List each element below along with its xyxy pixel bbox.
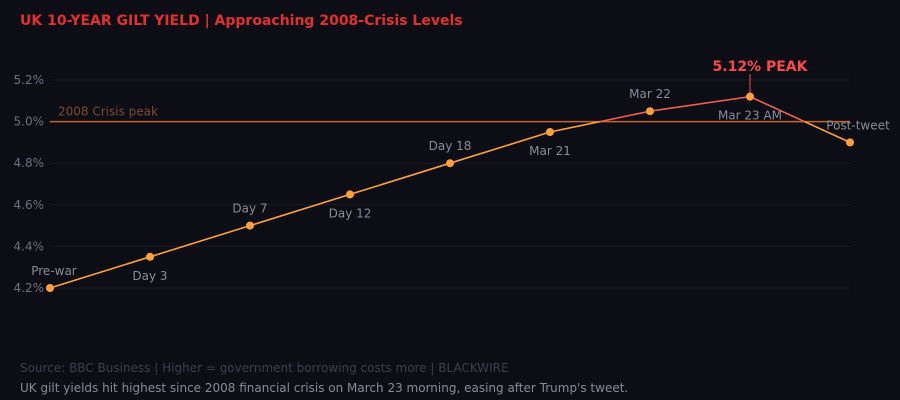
line-segment [249,193,351,227]
chart-title: UK 10-YEAR GILT YIELD | Approaching 2008… [20,13,463,29]
point-label: Day 7 [232,202,267,216]
line-segment [599,110,651,123]
data-point [446,159,454,168]
data-point [546,128,554,136]
point-label: Day 18 [429,139,472,153]
y-tick-label: 4.6% [14,198,45,212]
caption: UK gilt yields hit highest since 2008 fi… [20,381,629,395]
line-segment [49,256,151,289]
point-label: Post-tweet [826,118,890,132]
point-label: Mar 22 [629,87,671,101]
line-segment [804,120,851,144]
y-tick-label: 4.2% [14,281,45,295]
y-tick-label: 5.2% [14,73,45,87]
line-segment [749,95,805,123]
source-note: Source: BBC Business | Higher = governme… [20,361,509,375]
data-point [46,284,54,292]
y-tick-label: 4.4% [14,239,45,253]
point-label: Day 3 [132,269,167,283]
point-label: Mar 21 [529,144,571,158]
line-segment [549,120,601,133]
point-label: Pre-war [31,264,77,278]
line-segment [649,95,751,112]
data-point [146,252,154,261]
peak-annotation: 5.12% PEAK [713,59,809,75]
data-point [246,221,254,230]
data-point [346,190,354,199]
line-segment [349,162,451,196]
data-point [646,107,654,116]
point-label: Day 12 [329,206,372,220]
point-label: Mar 23 AM [718,109,782,123]
data-point [846,138,854,147]
data-point [746,92,754,101]
reference-line-label: 2008 Crisis peak [58,105,158,119]
line-segment [449,131,551,164]
y-tick-label: 5.0% [14,115,45,129]
y-tick-label: 4.8% [14,156,45,170]
line-segment [149,224,251,258]
